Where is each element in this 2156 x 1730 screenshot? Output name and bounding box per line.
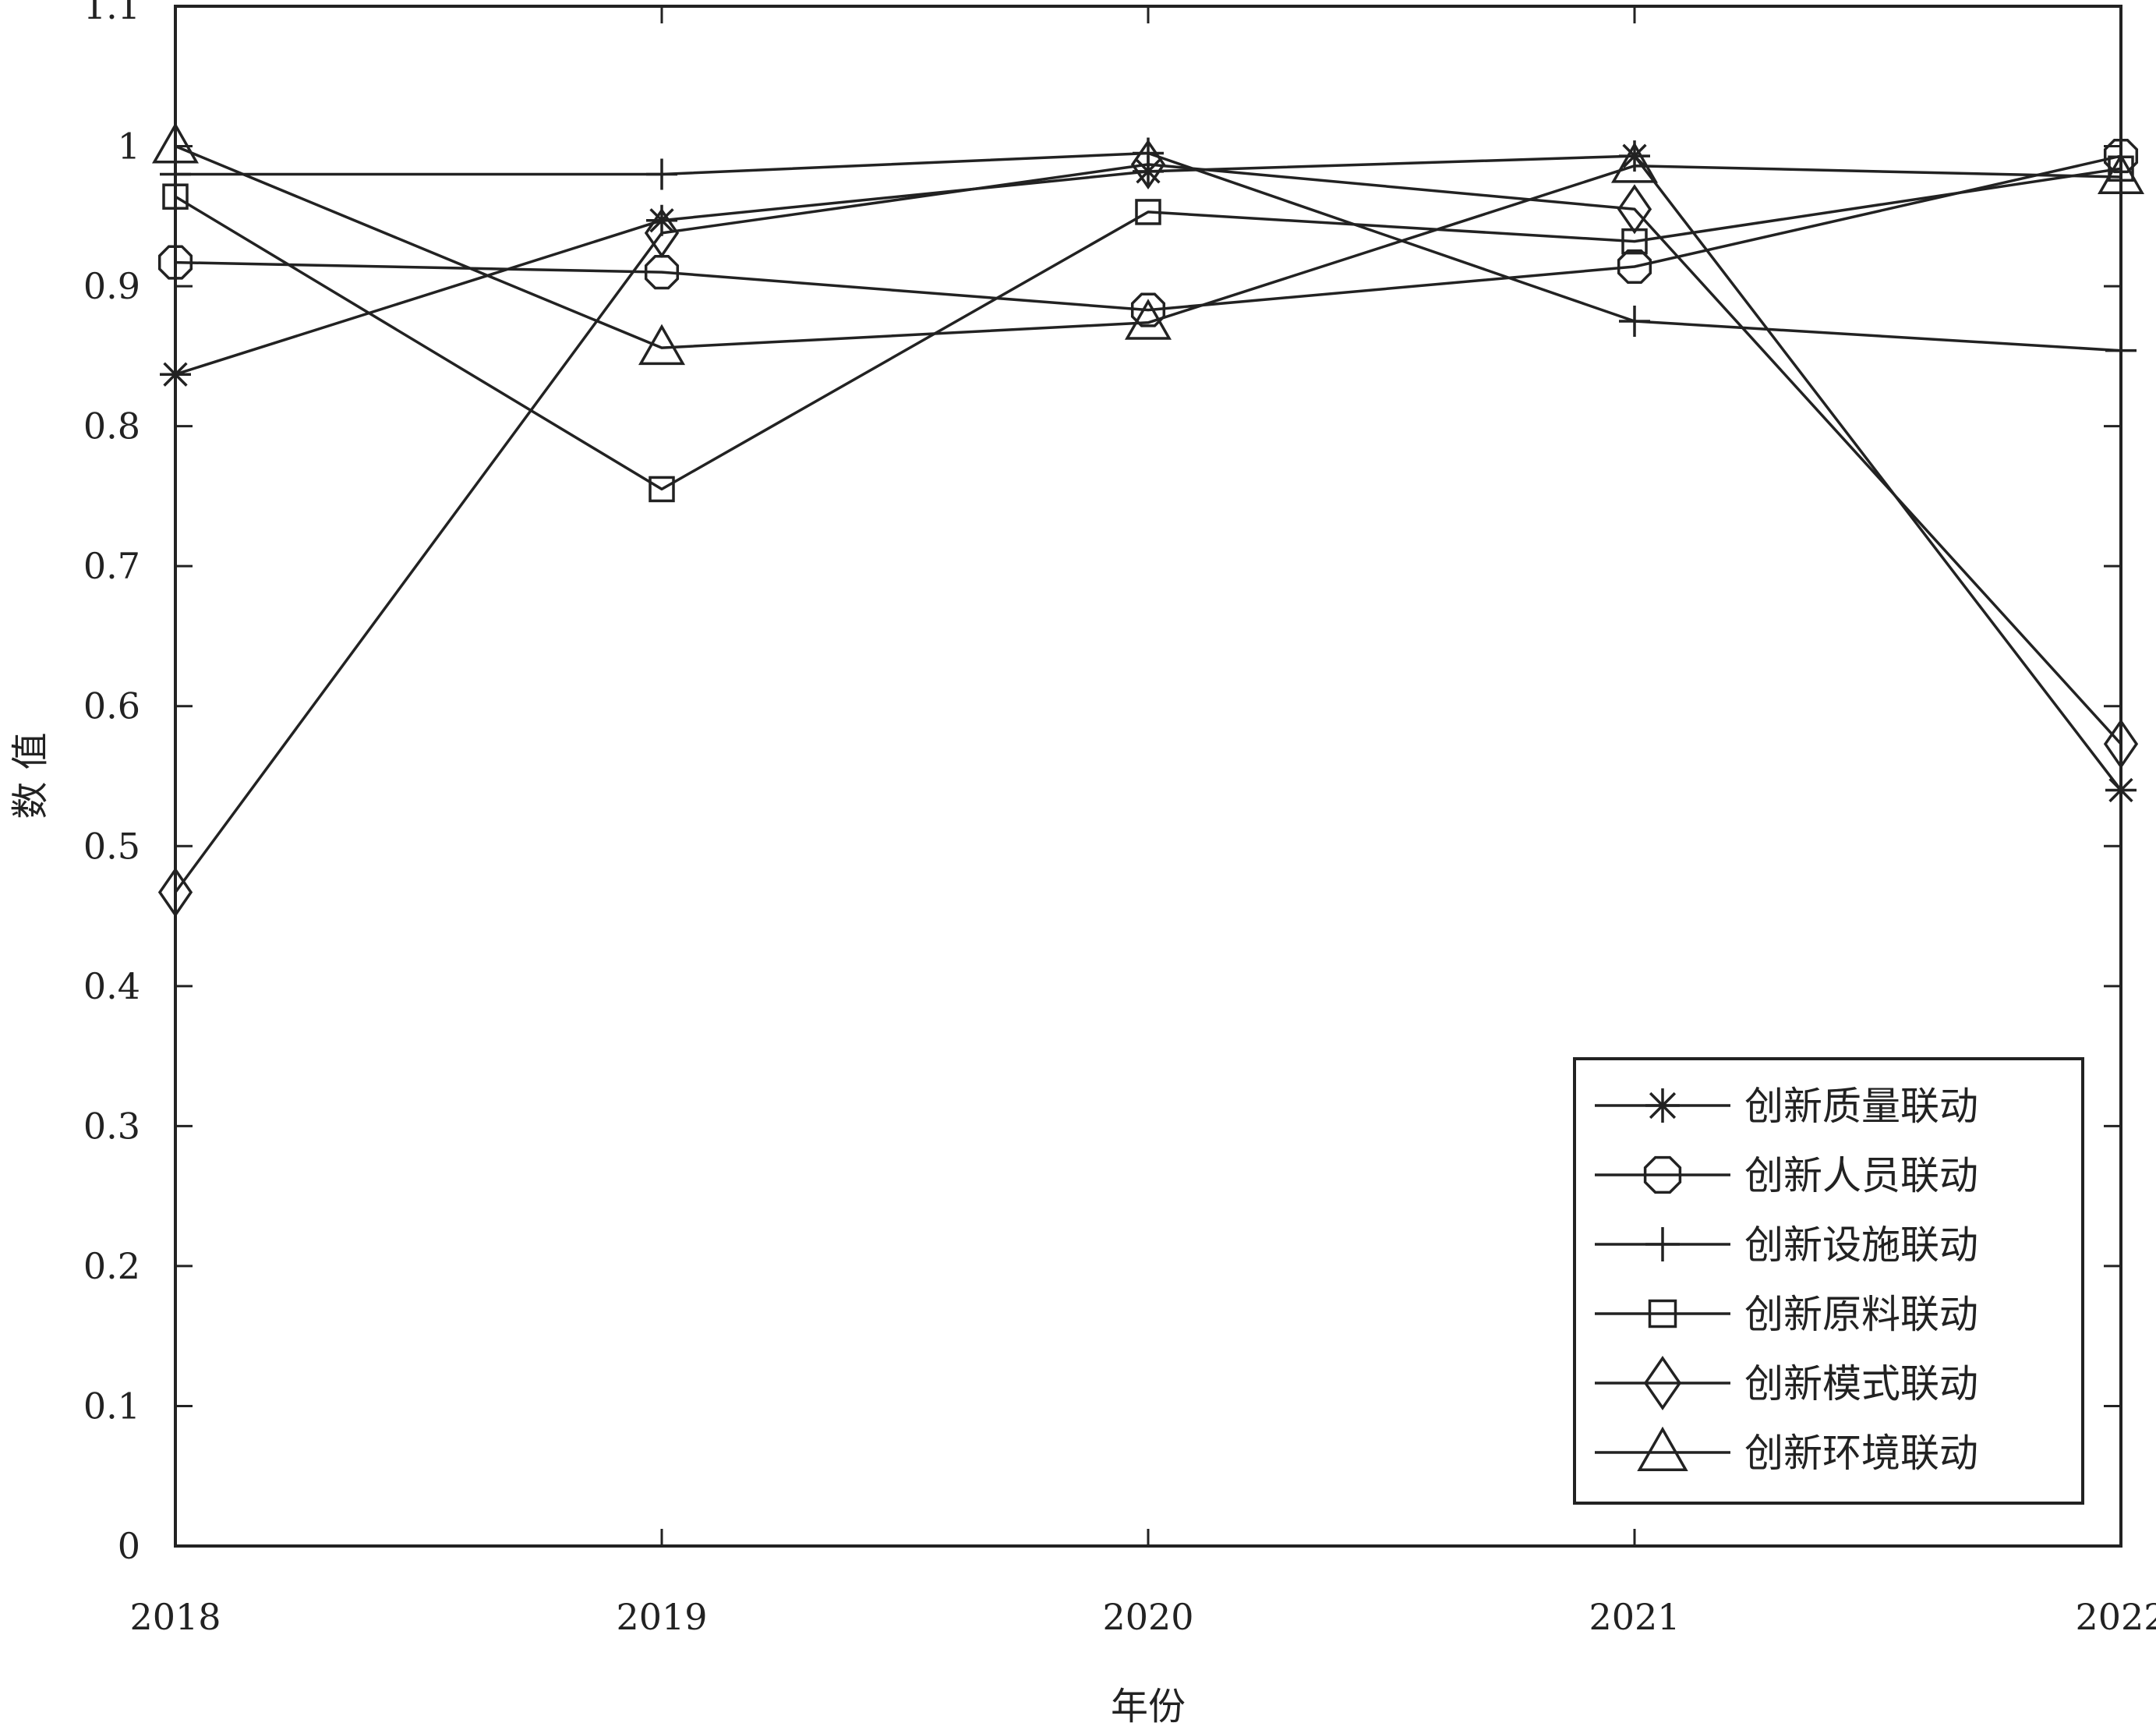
- data-point: [157, 245, 193, 280]
- legend-entry: 创新质量联动: [1595, 1084, 1978, 1129]
- legend-marker: [1645, 1227, 1680, 1261]
- data-point: [1124, 299, 1172, 340]
- y-tick-label: 0: [118, 1525, 140, 1567]
- data-point: [646, 204, 677, 236]
- legend-label: 创新设施联动: [1744, 1222, 1978, 1268]
- data-point: [644, 255, 680, 290]
- legend-entry: 创新模式联动: [1595, 1356, 1978, 1410]
- legend-entry: 创新设施联动: [1595, 1222, 1978, 1268]
- data-point: [1617, 184, 1652, 235]
- y-axis-title: 数 值: [9, 732, 52, 819]
- plot-area: [151, 122, 2145, 918]
- y-tick-label: 0.6: [83, 685, 140, 727]
- legend-label: 创新人员联动: [1744, 1153, 1978, 1198]
- data-point: [1610, 142, 1659, 183]
- legend-entry: 创新环境联动: [1595, 1426, 1978, 1476]
- legend-marker: [1648, 1299, 1677, 1328]
- x-tick-label: 2022: [2075, 1596, 2156, 1638]
- x-axis-title: 年份: [1111, 1685, 1186, 1728]
- series-1: [160, 140, 2137, 806]
- series-line: [175, 144, 2122, 349]
- x-tick-label: 2018: [129, 1596, 221, 1638]
- y-tick-label: 0.4: [83, 965, 140, 1007]
- series-5: [157, 139, 2139, 918]
- legend-marker: [1643, 1155, 1682, 1194]
- data-point: [638, 324, 686, 366]
- legend-box: [1573, 1057, 2084, 1505]
- series-line: [175, 154, 2122, 791]
- data-point: [646, 158, 677, 190]
- data-point: [1619, 305, 1650, 337]
- data-point: [1133, 155, 1164, 187]
- y-tick-label: 0.7: [83, 545, 140, 587]
- legend-label: 创新原料联动: [1744, 1292, 1978, 1337]
- y-tick-label: 0.5: [83, 825, 140, 867]
- series-4: [162, 155, 2134, 503]
- legend-marker: [1643, 1356, 1682, 1410]
- y-tick-label: 1: [118, 126, 140, 168]
- y-tick-label: 0.1: [83, 1385, 140, 1427]
- x-tick-label: 2019: [616, 1596, 707, 1638]
- series-line: [175, 167, 2122, 491]
- legend-marker: [1645, 1088, 1680, 1123]
- data-point: [649, 476, 675, 503]
- data-point: [1130, 292, 1166, 327]
- series-line: [174, 163, 2122, 893]
- legend-label: 创新质量联动: [1744, 1084, 1978, 1129]
- series-2: [157, 139, 2139, 327]
- legend-entry: 创新人员联动: [1595, 1153, 1978, 1198]
- y-tick-label: 0.3: [83, 1105, 140, 1147]
- y-tick-label: 0.8: [83, 405, 140, 448]
- legend-label: 创新环境联动: [1744, 1431, 1978, 1476]
- y-tick-label: 0.2: [83, 1245, 140, 1287]
- data-point: [644, 207, 680, 258]
- data-point: [1617, 249, 1652, 285]
- y-tick-label: 0.9: [83, 265, 140, 307]
- x-tick-label: 2021: [1589, 1596, 1680, 1638]
- data-point: [1130, 139, 1166, 189]
- data-point: [1619, 140, 1650, 172]
- legend-label: 创新模式联动: [1744, 1361, 1978, 1406]
- y-tick-label: 1.1: [83, 0, 140, 27]
- x-tick-label: 2020: [1102, 1596, 1193, 1638]
- legend-entry: 创新原料联动: [1595, 1292, 1978, 1337]
- legend-marker: [1637, 1426, 1688, 1472]
- data-point: [2103, 139, 2139, 174]
- series-line: [175, 154, 2122, 312]
- axis-ticks: 0 0.1 0.2 0.3 0.4 0.5 0.6 0.7 0.8 0.9 1 1.1 2018 2019…: [83, 0, 2156, 1638]
- data-point: [1135, 199, 1161, 225]
